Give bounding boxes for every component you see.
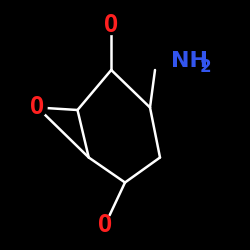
Text: 2: 2: [200, 58, 211, 76]
Text: NH: NH: [171, 51, 208, 71]
Circle shape: [96, 216, 114, 234]
Circle shape: [102, 16, 121, 34]
Text: O: O: [98, 213, 112, 237]
Circle shape: [28, 98, 47, 117]
Text: O: O: [104, 13, 118, 37]
Text: O: O: [30, 96, 44, 120]
